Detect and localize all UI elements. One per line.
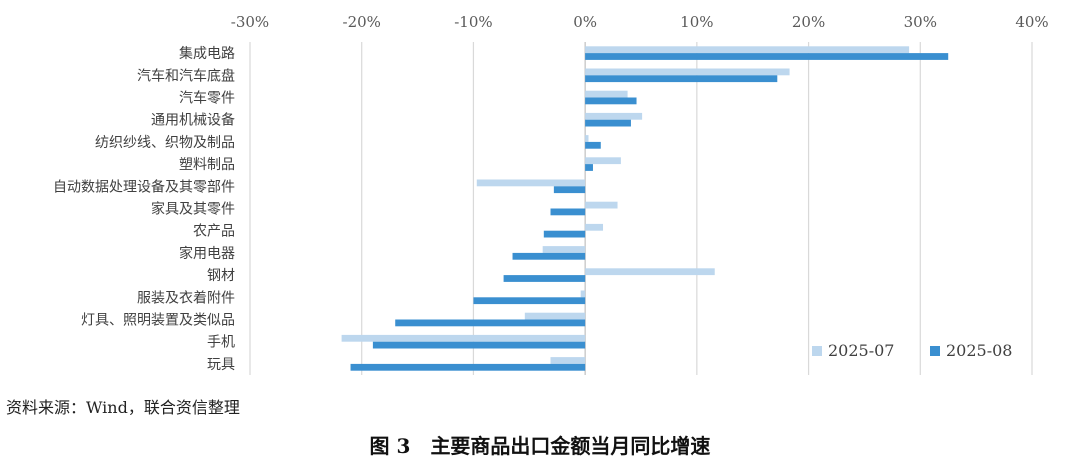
- bar-2025-07: [585, 90, 628, 98]
- category-label: 纺织纱线、织物及制品: [95, 135, 235, 151]
- category-label: 手机: [207, 335, 235, 351]
- x-tick-label: 30%: [904, 13, 937, 31]
- bar-2025-08: [585, 119, 631, 127]
- bar-2025-07: [476, 179, 586, 187]
- bar-2025-07: [550, 357, 586, 364]
- bar-2025-08: [585, 141, 601, 149]
- bar-2025-08: [543, 230, 586, 238]
- x-tick-label: -20%: [343, 13, 381, 31]
- category-label: 汽车零件: [179, 90, 235, 107]
- bar-2025-08: [550, 208, 586, 216]
- category-label: 汽车和汽车底盘: [137, 67, 235, 84]
- category-label: 农产品: [193, 224, 235, 240]
- category-label: 钢材: [207, 268, 235, 284]
- bar-2025-08: [512, 252, 586, 260]
- legend-swatch: [812, 346, 822, 356]
- x-tick-label: 0%: [573, 13, 597, 31]
- bar-2025-07: [585, 68, 790, 76]
- bar-2025-08: [372, 341, 586, 349]
- bar-2025-08: [585, 75, 778, 83]
- bar-2025-07: [585, 157, 621, 165]
- bar-2025-07: [524, 312, 586, 320]
- bar-2025-08: [553, 186, 586, 194]
- x-tick-label: 20%: [792, 13, 825, 31]
- category-label: 家具及其零件: [151, 201, 235, 218]
- source-note: 资料来源：Wind，联合资信整理: [6, 398, 240, 417]
- bar-2025-08: [585, 97, 637, 105]
- category-label: 服装及衣着附件: [137, 290, 235, 306]
- bar-2025-07: [585, 135, 589, 142]
- bar-2025-07: [580, 290, 586, 298]
- figure-number: 图 3: [369, 434, 411, 458]
- bar-chart: -30% -20% -10% 0% 10% 20% 30% 40% 集成电路汽车和汽车底盘汽车零…: [53, 13, 1049, 375]
- x-tick-label: 40%: [1015, 13, 1048, 31]
- x-tick-label: 10%: [680, 13, 713, 31]
- bar-2025-07: [585, 268, 715, 276]
- category-label: 玩具: [207, 357, 235, 373]
- bar-2025-07: [585, 112, 643, 120]
- category-label: 自动数据处理设备及其零部件: [53, 178, 235, 195]
- bar-2025-07: [585, 201, 618, 209]
- bar-2025-08: [350, 363, 586, 371]
- bar-2025-08: [473, 297, 586, 305]
- category-label: 集成电路: [179, 45, 235, 62]
- chart-area: -30% -20% -10% 0% 10% 20% 30% 40% 集成电路汽车和汽车底盘汽车零…: [53, 13, 1049, 375]
- category-label: 通用机械设备: [151, 112, 235, 129]
- legend-label: 2025-08: [946, 341, 1012, 360]
- bar-2025-08: [585, 164, 593, 171]
- bar-2025-08: [503, 275, 586, 282]
- category-label: 家用电器: [179, 245, 235, 262]
- bar-2025-08: [395, 319, 586, 327]
- figure-caption: 图 3 主要商品出口金额当月同比增速: [0, 430, 1080, 459]
- legend-label: 2025-07: [828, 341, 894, 360]
- bar-2025-07: [542, 246, 586, 253]
- category-label: 塑料制品: [179, 157, 235, 173]
- bar-2025-07: [341, 334, 586, 342]
- x-tick-label: -10%: [454, 13, 492, 31]
- legend-swatch: [930, 346, 940, 356]
- figure-title: 主要商品出口金额当月同比增速: [430, 434, 711, 458]
- category-label: 灯具、照明装置及类似品: [81, 313, 235, 329]
- bar-2025-07: [585, 46, 910, 54]
- bar-2025-08: [585, 53, 949, 60]
- bar-2025-07: [585, 223, 604, 231]
- x-tick-label: -30%: [231, 13, 269, 31]
